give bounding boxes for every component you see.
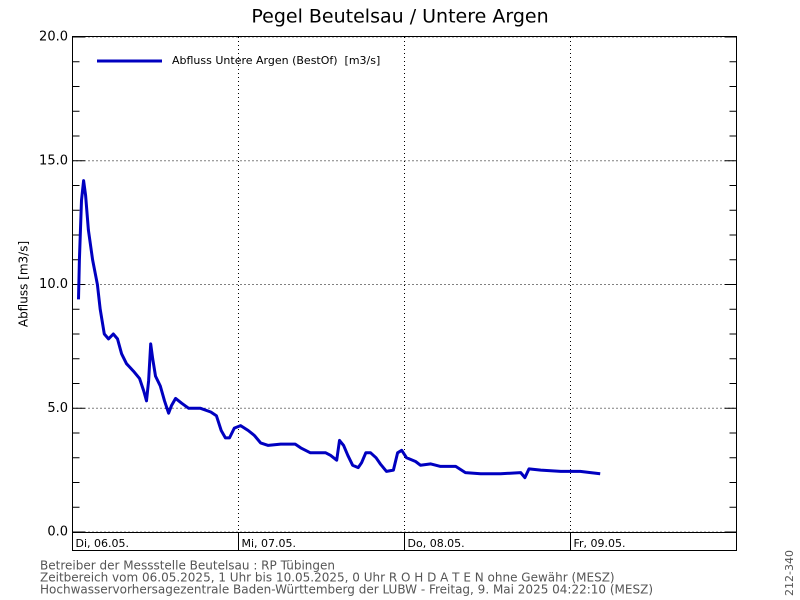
side-note: 212-340 xyxy=(783,550,796,596)
x-tick-label: Do, 08.05. xyxy=(408,537,465,550)
footer-line: Betreiber der Messstelle Beutelsau : RP … xyxy=(40,559,335,573)
footer-line: Zeitbereich vom 06.05.2025, 1 Uhr bis 10… xyxy=(40,571,615,585)
y-tick-label: 0.0 xyxy=(47,525,68,540)
x-tick-label: Mi, 07.05. xyxy=(242,537,297,550)
y-tick-label: 20.0 xyxy=(39,30,68,45)
x-tick-label: Di, 06.05. xyxy=(76,537,130,550)
y-axis-label: Abfluss [m3/s] xyxy=(17,241,31,327)
legend-label: Abfluss Untere Argen (BestOf) [m3/s] xyxy=(172,54,380,67)
y-tick-label: 15.0 xyxy=(39,153,68,168)
x-tick-label: Fr, 09.05. xyxy=(574,537,626,550)
y-tick-label: 5.0 xyxy=(47,401,68,416)
footer-line: Hochwasservorhersagezentrale Baden-Württ… xyxy=(40,583,653,597)
y-tick-label: 10.0 xyxy=(39,277,68,292)
data-line xyxy=(77,179,601,480)
chart-title: Pegel Beutelsau / Untere Argen xyxy=(251,6,548,28)
